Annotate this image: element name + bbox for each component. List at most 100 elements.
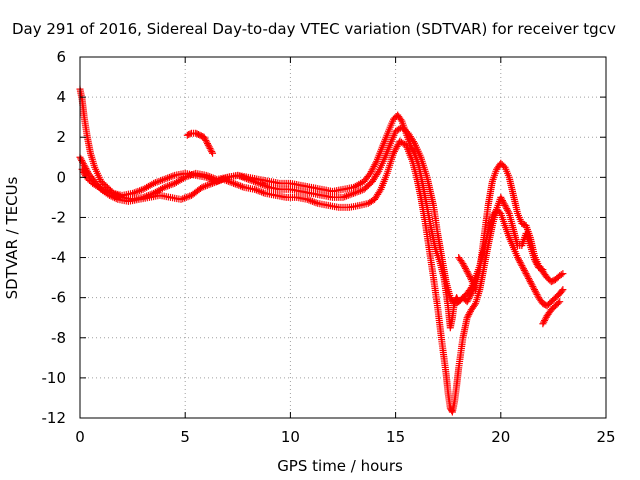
axis-ticks <box>79 56 607 419</box>
data-point <box>84 175 92 183</box>
data-point <box>471 301 478 309</box>
data-point <box>100 180 108 188</box>
data-point <box>499 198 507 206</box>
series-track-4 <box>183 129 217 157</box>
y-tick-label: 2 <box>56 128 66 146</box>
data-point <box>207 146 215 154</box>
data-point <box>554 299 562 307</box>
data-point <box>504 208 512 216</box>
data-point <box>465 271 473 279</box>
data-point <box>79 160 87 168</box>
data-point <box>533 290 541 298</box>
x-tick-label: 25 <box>596 428 615 446</box>
data-point <box>523 271 531 279</box>
data-point <box>186 130 194 138</box>
y-tick-label: -6 <box>51 289 66 307</box>
axis-tick-labels: 0 5 10 15 20 25 -12 -10 -8 -6 -4 -2 0 2 4 6 <box>42 48 616 446</box>
data-point <box>490 210 498 218</box>
data-point <box>81 170 89 178</box>
y-tick-label: -4 <box>51 249 66 267</box>
data-point <box>558 287 566 295</box>
data-point <box>528 281 536 289</box>
data-point <box>524 273 532 281</box>
data-point <box>80 161 88 169</box>
data-point <box>559 286 567 294</box>
data-point <box>374 169 382 177</box>
data-point <box>79 167 87 175</box>
data-point <box>526 278 534 286</box>
data-point <box>516 258 524 266</box>
data-point <box>111 194 119 202</box>
data-point <box>514 255 522 263</box>
x-tick-label: 0 <box>75 428 85 446</box>
data-point <box>463 314 471 322</box>
y-tick-label: -8 <box>51 329 66 347</box>
series-track-1 <box>76 85 567 332</box>
data-point <box>522 270 530 278</box>
data-point <box>532 289 540 297</box>
y-tick-label: -12 <box>42 409 67 427</box>
data-point <box>519 263 527 271</box>
series-track-6 <box>539 298 564 328</box>
data-series <box>76 85 567 416</box>
data-point <box>466 309 474 317</box>
data-point <box>531 287 539 295</box>
x-tick-label: 5 <box>180 428 190 446</box>
y-tick-label: 6 <box>56 48 66 66</box>
data-point <box>100 186 108 194</box>
data-point <box>557 271 565 279</box>
series-track-2 <box>76 137 547 416</box>
data-point <box>209 149 217 157</box>
data-point <box>461 263 469 271</box>
y-tick-label: 0 <box>56 168 66 186</box>
data-point <box>541 315 549 323</box>
data-point <box>540 318 548 326</box>
data-point <box>372 159 380 167</box>
data-point <box>556 298 564 306</box>
data-point <box>408 144 416 152</box>
data-point <box>109 193 117 201</box>
data-point <box>518 262 526 270</box>
x-tick-label: 15 <box>386 428 405 446</box>
data-point <box>462 266 470 274</box>
data-point <box>559 270 567 278</box>
data-point <box>533 260 541 268</box>
data-point <box>464 296 472 304</box>
data-point <box>465 294 473 302</box>
data-point <box>525 276 533 284</box>
data-point <box>515 257 523 265</box>
x-tick-label: 20 <box>491 428 510 446</box>
data-point <box>204 141 212 149</box>
data-point <box>202 136 210 144</box>
data-point <box>541 317 549 325</box>
data-point <box>80 169 88 177</box>
data-point <box>531 257 539 265</box>
data-point <box>467 274 475 282</box>
data-point <box>465 311 473 319</box>
data-point <box>77 155 85 163</box>
data-point <box>397 116 405 124</box>
data-point <box>461 264 469 272</box>
data-point <box>78 156 86 164</box>
data-point <box>463 298 471 306</box>
data-point <box>203 138 211 146</box>
data-point <box>99 179 107 187</box>
data-point <box>409 138 417 146</box>
data-point <box>206 144 214 152</box>
plot-frame <box>79 56 607 419</box>
data-point <box>201 135 209 143</box>
data-point <box>200 133 208 141</box>
data-point <box>464 269 472 277</box>
chart-title: Day 291 of 2016, Sidereal Day-to-day VTE… <box>12 20 616 38</box>
data-point <box>463 268 471 276</box>
data-point <box>539 266 547 274</box>
data-point <box>530 256 538 264</box>
data-point <box>501 201 509 209</box>
data-point <box>521 268 529 276</box>
data-point <box>489 212 497 220</box>
data-point <box>459 260 467 268</box>
y-tick-label: -2 <box>51 208 66 226</box>
data-point <box>520 266 528 274</box>
x-tick-label: 10 <box>281 428 300 446</box>
